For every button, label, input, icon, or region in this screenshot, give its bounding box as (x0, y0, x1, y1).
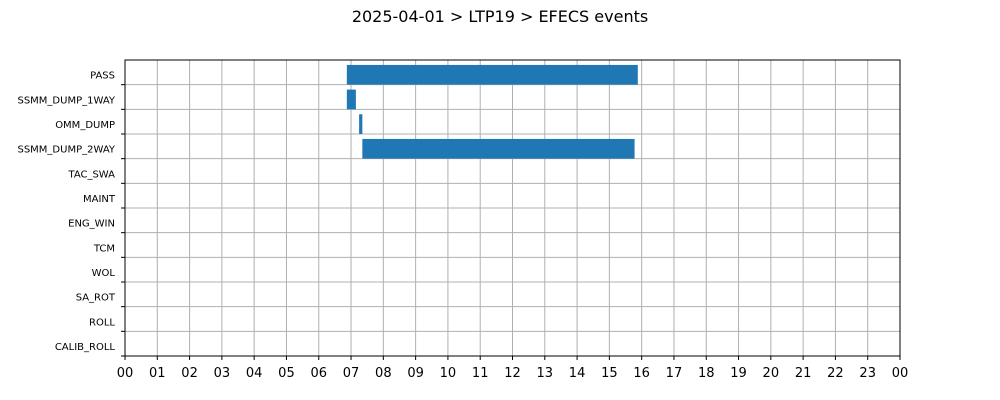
x-tick-label: 07 (343, 366, 360, 381)
x-tick-label: 15 (601, 366, 618, 381)
y-category-label: WOL (92, 268, 116, 279)
x-tick-label: 10 (440, 366, 457, 381)
y-category-label: MAINT (83, 194, 116, 205)
x-tick-label: 01 (149, 366, 166, 381)
event-bar (346, 64, 638, 85)
x-tick-label: 08 (375, 366, 392, 381)
x-tick-label: 13 (537, 366, 554, 381)
x-tick-label: 16 (633, 366, 650, 381)
x-tick-label: 04 (246, 366, 263, 381)
grid-lines (124, 60, 901, 357)
x-tick-label: 21 (795, 366, 812, 381)
y-category-label: ROLL (89, 317, 115, 328)
y-category-label: TAC_SWA (67, 169, 115, 180)
x-tick-label: 18 (698, 366, 715, 381)
x-tick-label: 06 (310, 366, 327, 381)
y-axis-labels: PASS SSMM_DUMP_1WAY OMM_DUMP SSMM_DUMP_2WAY… (17, 71, 125, 357)
y-category-label: SA_ROT (76, 293, 116, 304)
y-category-label: TCM (93, 243, 115, 254)
x-tick-label: 12 (504, 366, 521, 381)
x-tick-label: 14 (569, 366, 586, 381)
y-category-label: SSMM_DUMP_2WAY (17, 145, 115, 156)
x-tick-label: 09 (407, 366, 424, 381)
x-tick-label: 00 (892, 366, 909, 381)
event-bar (359, 114, 363, 134)
event-bar (346, 89, 356, 110)
x-tick-label: 11 (472, 366, 489, 381)
x-tick-label: 23 (859, 366, 876, 381)
y-category-label: OMM_DUMP (55, 120, 115, 131)
x-tick-label: 19 (730, 366, 747, 381)
y-category-label: ENG_WIN (68, 219, 115, 230)
x-tick-label: 17 (666, 366, 683, 381)
event-bar (362, 138, 635, 159)
x-tick-label: 00 (117, 366, 134, 381)
event-bars (346, 64, 638, 159)
x-axis-labels: 00 01 02 03 04 05 06 07 08 09 10 11 12 13 14 15 16 17 18 19… (117, 356, 909, 381)
x-tick-label: 22 (827, 366, 844, 381)
chart-title: 2025-04-01 > LTP19 > EFECS events (352, 7, 648, 26)
x-tick-label: 03 (214, 366, 231, 381)
x-tick-label: 05 (278, 366, 295, 381)
x-tick-label: 20 (763, 366, 780, 381)
y-category-label: SSMM_DUMP_1WAY (17, 95, 115, 106)
y-category-label: CALIB_ROLL (55, 342, 116, 353)
x-tick-label: 02 (181, 366, 198, 381)
y-category-label: PASS (90, 71, 115, 82)
